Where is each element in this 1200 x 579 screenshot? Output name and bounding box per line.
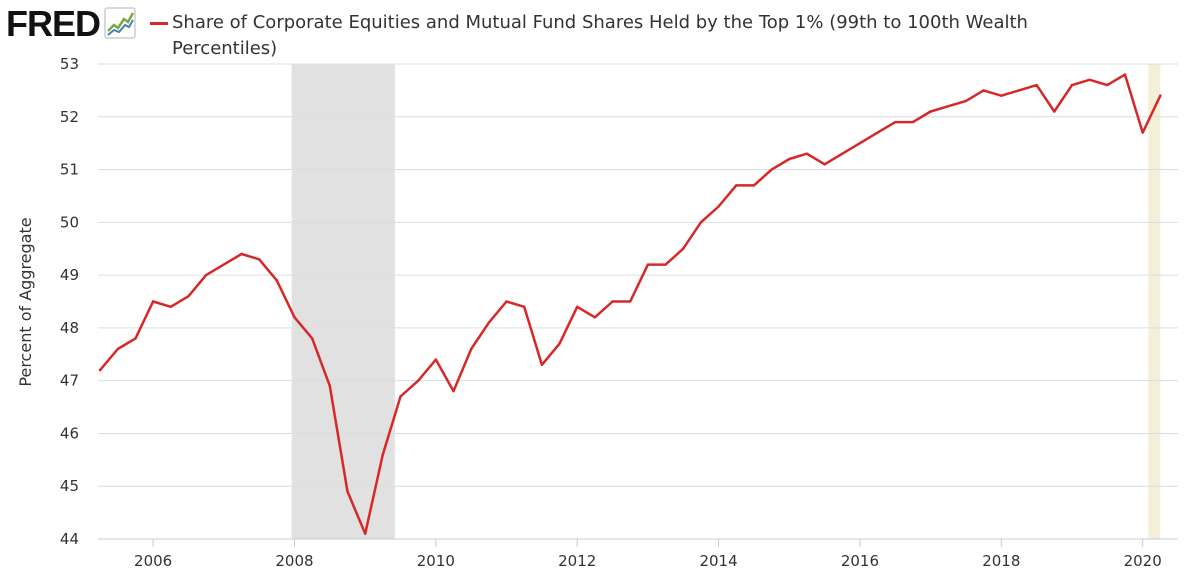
data-point	[894, 120, 897, 124]
highlight-shade	[1148, 64, 1161, 539]
y-tick-label: 50	[60, 213, 79, 231]
series-line	[98, 73, 1162, 535]
data-point	[134, 337, 137, 340]
data-point	[523, 305, 526, 308]
x-tick-label: 2020	[1124, 552, 1162, 570]
data-point	[540, 363, 544, 367]
trend-line-icon	[104, 7, 136, 39]
data-point	[947, 105, 950, 108]
data-point	[204, 273, 208, 277]
data-point	[911, 120, 915, 124]
data-point	[505, 300, 508, 303]
y-axis-title: Percent of Aggregate	[16, 217, 35, 386]
data-point	[1035, 83, 1038, 87]
data-point	[629, 300, 632, 303]
y-tick-label: 52	[60, 108, 79, 126]
legend-swatch	[150, 22, 168, 25]
data-point	[487, 321, 491, 324]
data-point	[1000, 94, 1003, 97]
data-point	[1159, 94, 1162, 97]
y-tick-label: 46	[60, 424, 79, 442]
y-tick-label: 53	[60, 55, 79, 73]
data-point	[964, 99, 968, 103]
data-point	[1141, 131, 1144, 134]
data-point	[593, 316, 597, 319]
fred-logo-text: FRED	[6, 3, 101, 44]
data-point	[469, 347, 473, 351]
y-tick-label: 51	[60, 161, 79, 179]
data-point	[1106, 83, 1109, 87]
data-point	[576, 305, 579, 308]
data-point	[841, 152, 844, 155]
x-tick-label: 2014	[699, 552, 737, 570]
data-point	[805, 152, 809, 155]
data-point	[735, 184, 738, 187]
data-point	[381, 453, 385, 456]
data-point	[169, 305, 173, 308]
data-point	[363, 532, 367, 535]
data-point	[752, 184, 756, 187]
y-axis-ticks: 44 45 46 47 48 49 50 51 52 53	[60, 55, 79, 548]
data-point	[328, 384, 332, 388]
x-tick-label: 2008	[275, 552, 313, 570]
data-point	[257, 258, 261, 261]
data-point	[858, 141, 862, 145]
data-point	[682, 247, 685, 250]
y-tick-label: 49	[60, 266, 79, 284]
data-point	[558, 342, 561, 345]
data-point	[611, 300, 614, 303]
data-point	[187, 295, 190, 298]
y-tick-label: 44	[60, 530, 79, 548]
data-point	[346, 490, 349, 493]
data-point	[293, 316, 296, 319]
data-point	[1070, 83, 1074, 87]
data-point	[664, 263, 667, 266]
gridlines	[98, 63, 1178, 540]
data-point	[222, 263, 226, 266]
data-point	[452, 390, 455, 393]
data-point	[717, 205, 720, 208]
data-point	[310, 337, 314, 340]
data-point	[699, 221, 703, 224]
y-tick-label: 48	[60, 319, 79, 337]
data-point	[1123, 73, 1127, 76]
fred-logo: FRED	[6, 4, 136, 44]
shaded-periods	[291, 64, 1161, 539]
data-point	[1017, 89, 1021, 92]
data-point	[399, 395, 402, 398]
data-point	[770, 168, 773, 171]
data-point	[823, 163, 826, 166]
y-tick-label: 47	[60, 372, 79, 390]
data-point	[151, 300, 155, 303]
x-tick-label: 2010	[417, 552, 455, 570]
data-point	[434, 358, 438, 361]
data-point	[876, 131, 879, 134]
data-point	[1053, 110, 1056, 113]
data-point	[982, 89, 985, 92]
x-tick-label: 2012	[558, 552, 596, 570]
data-point	[240, 252, 243, 256]
data-point	[646, 263, 650, 266]
x-tick-label: 2018	[982, 552, 1020, 570]
data-point	[116, 347, 119, 351]
x-tick-label: 2016	[841, 552, 879, 570]
data-point	[788, 157, 791, 161]
chart-legend: Share of Corporate Equities and Mutual F…	[150, 10, 1032, 62]
series-layer	[98, 73, 1162, 535]
legend-label: Share of Corporate Equities and Mutual F…	[172, 12, 1028, 59]
data-point	[416, 379, 420, 382]
data-point	[275, 279, 279, 282]
data-point	[98, 368, 102, 372]
data-point	[1088, 78, 1091, 82]
data-point	[929, 110, 932, 113]
x-axis-ticks: 2006 2008 2010 2012 2014 2016 2018 2020	[98, 538, 1178, 570]
x-tick-label: 2006	[134, 552, 172, 570]
y-tick-label: 45	[60, 477, 79, 495]
